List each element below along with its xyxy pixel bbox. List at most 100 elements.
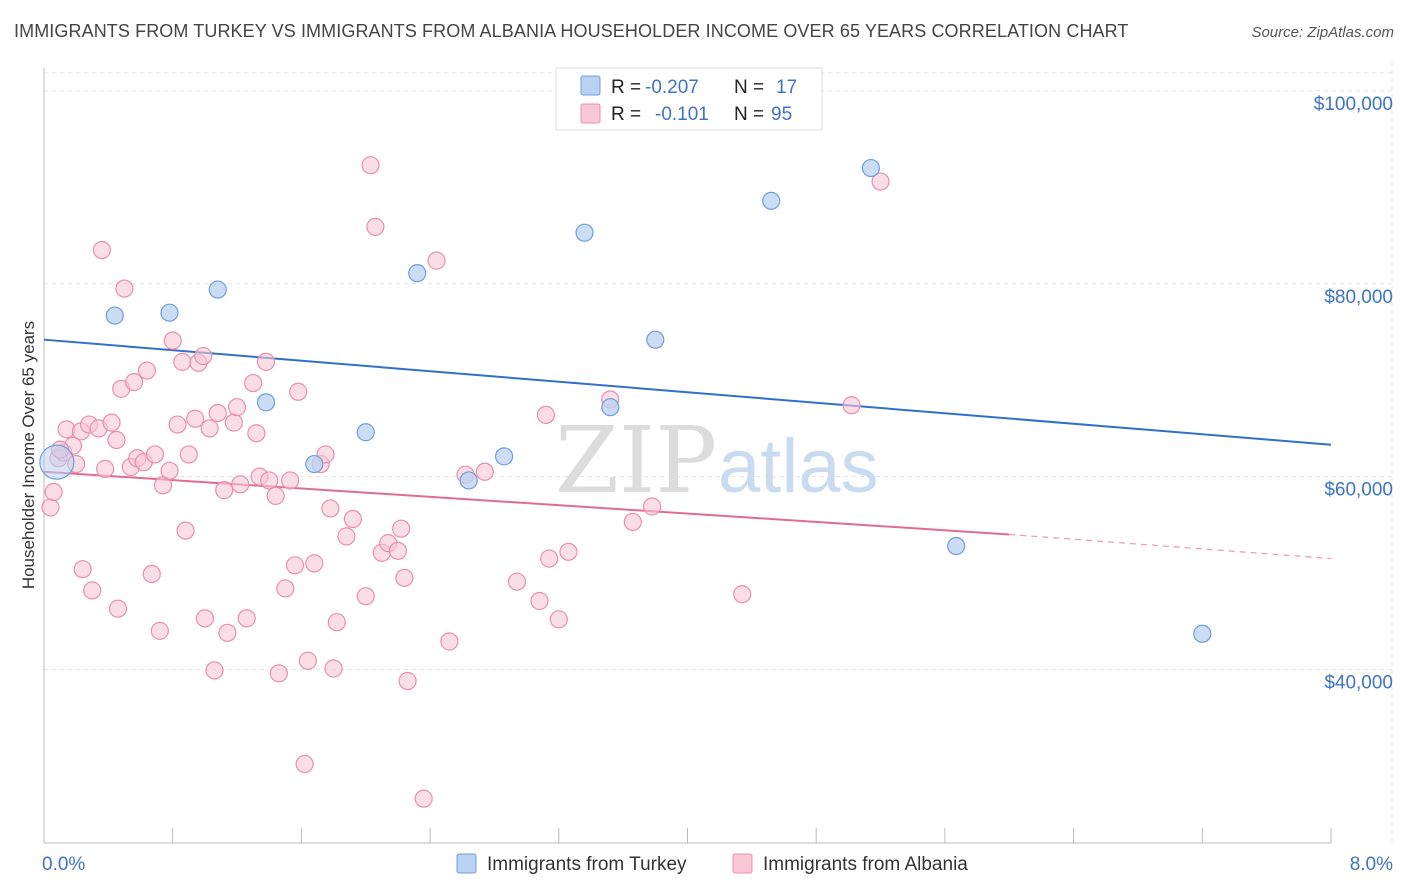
albania-point-36	[194, 346, 213, 366]
albania-point-37	[195, 609, 214, 628]
albania-point-58	[295, 754, 314, 774]
turkey-points	[39, 158, 1212, 643]
legend-r-label-turkey: R =	[611, 77, 641, 98]
legend-swatch-albania	[580, 103, 601, 124]
turkey-point-4	[256, 393, 276, 412]
turkey-point-10	[575, 223, 594, 242]
albania-point-28	[160, 461, 179, 480]
albania-point-40	[208, 403, 227, 423]
albania-point-83	[530, 591, 549, 611]
albania-point-50	[256, 352, 276, 371]
turkey-point-9	[495, 447, 514, 466]
x-tick-label-0: 0.0%	[42, 854, 85, 875]
y-tick-label-3: $100,000	[1314, 94, 1393, 115]
albania-point-44	[227, 398, 247, 417]
legend-swatch-turkey	[580, 75, 601, 96]
albania-point-13	[96, 459, 115, 478]
y-tick-label-2: $80,000	[1324, 287, 1393, 308]
albania-point-73	[388, 541, 408, 560]
albania-point-90	[643, 497, 662, 516]
turkey-point-12	[646, 330, 665, 349]
trend-line-albania-extension	[1009, 533, 1332, 560]
turkey-point-14	[861, 158, 880, 178]
albania-point-24	[142, 564, 161, 584]
albania-point-23	[137, 361, 157, 380]
turkey-point-1	[105, 306, 124, 325]
y-tick-label-0: $40,000	[1324, 672, 1393, 693]
albania-point-45	[231, 475, 250, 494]
watermark-zip: ZIP	[555, 407, 717, 514]
turkey-point-5	[305, 454, 324, 474]
legend: R = -0.207 N = 17 R = -0.101 N = 95	[555, 67, 823, 131]
albania-point-20	[124, 373, 144, 392]
albania-point-60	[305, 554, 324, 573]
trend-line-albania	[43, 470, 1010, 536]
albania-point-43	[224, 413, 243, 432]
albania-point-25	[145, 445, 165, 464]
albania-point-54	[276, 579, 295, 598]
turkey-point-15	[947, 536, 966, 556]
albania-point-18	[115, 279, 134, 298]
albania-point-33	[179, 445, 198, 464]
albania-point-42	[218, 623, 237, 642]
albania-point-92	[842, 396, 861, 415]
albania-point-30	[168, 415, 187, 434]
turkey-point-16	[1193, 624, 1212, 643]
source-label: Source: ZipAtlas.com	[1251, 24, 1394, 41]
albania-point-8	[73, 560, 92, 579]
albania-point-82	[507, 572, 527, 591]
albania-point-66	[337, 527, 356, 546]
turkey-point-0	[39, 444, 75, 480]
albania-point-69	[361, 156, 380, 175]
turkey-point-3	[208, 280, 227, 299]
turkey-point-7	[408, 264, 427, 283]
legend-n-value-albania: 95	[771, 104, 792, 125]
albania-point-74	[392, 519, 411, 538]
bottom-legend: Immigrants from Turkey Immigrants from A…	[456, 853, 968, 875]
albania-point-77	[414, 789, 433, 808]
turkey-point-11	[601, 398, 620, 417]
albania-point-38	[200, 419, 219, 438]
x-tick-label-1: 8.0%	[1350, 854, 1393, 875]
albania-point-55	[281, 471, 300, 490]
albania-point-39	[205, 661, 224, 680]
legend-n-label-turkey: N =	[734, 77, 764, 98]
albania-point-57	[289, 382, 308, 401]
albania-point-14	[102, 413, 121, 432]
albania-point-65	[327, 613, 346, 632]
bottom-legend-label-turkey: Immigrants from Turkey	[487, 854, 687, 875]
albania-point-29	[163, 331, 182, 350]
legend-n-label-albania: N =	[734, 104, 764, 125]
albania-point-53	[269, 664, 288, 683]
albania-point-75	[395, 568, 414, 587]
x-tick-labels: 0.0% 8.0%	[42, 854, 1393, 875]
albania-point-84	[536, 405, 556, 424]
albania-point-1	[44, 482, 63, 502]
y-tick-label-1: $60,000	[1324, 480, 1393, 501]
turkey-point-8	[459, 471, 478, 490]
albania-point-85	[540, 549, 559, 568]
turkey-point-2	[160, 303, 179, 322]
bottom-legend-swatch-turkey	[456, 853, 477, 874]
albania-point-59	[298, 651, 317, 670]
albania-point-16	[108, 599, 128, 618]
albania-point-91	[733, 585, 752, 604]
bottom-legend-label-albania: Immigrants from Albania	[763, 854, 968, 875]
albania-point-87	[559, 542, 578, 561]
albania-point-56	[285, 556, 305, 575]
albania-point-10	[83, 581, 102, 600]
chart-title: IMMIGRANTS FROM TURKEY VS IMMIGRANTS FRO…	[14, 21, 1129, 41]
albania-point-52	[266, 486, 285, 505]
albania-point-26	[150, 621, 169, 640]
y-tick-labels: $40,000 $60,000 $80,000 $100,000	[1314, 94, 1393, 694]
albania-point-34	[186, 409, 205, 428]
albania-point-12	[92, 240, 112, 260]
albania-point-31	[173, 352, 192, 371]
albania-point-63	[321, 499, 340, 518]
albania-point-78	[427, 251, 446, 270]
turkey-point-6	[356, 423, 375, 442]
albania-point-15	[107, 430, 126, 450]
albania-points	[41, 156, 890, 808]
albania-point-51	[260, 471, 279, 490]
legend-r-label-albania: R =	[611, 104, 641, 125]
